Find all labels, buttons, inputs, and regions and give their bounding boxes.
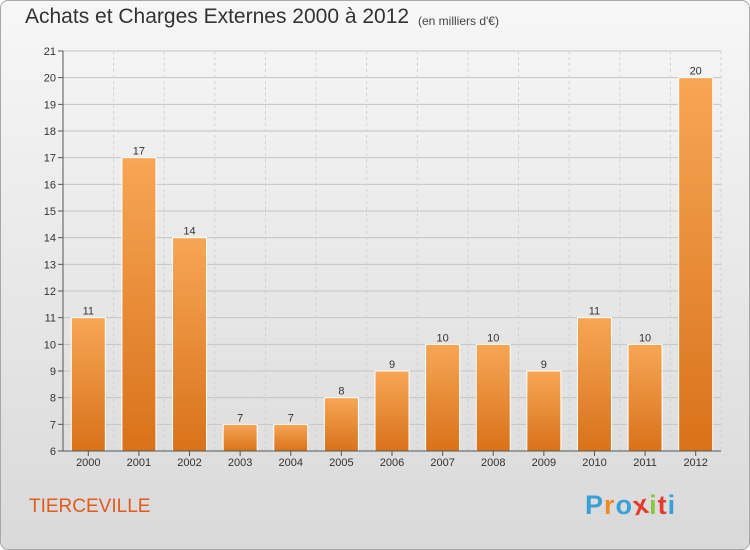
bar xyxy=(172,237,208,452)
y-tick-label: 6 xyxy=(50,446,56,458)
bar xyxy=(627,343,663,452)
logo-letter: P xyxy=(585,490,605,520)
y-tick-label: 17 xyxy=(44,153,56,165)
y-tick-label: 21 xyxy=(44,46,56,58)
bar xyxy=(273,423,309,452)
y-tick-label: 14 xyxy=(44,233,56,245)
bar xyxy=(374,370,410,452)
x-tick-label: 2002 xyxy=(177,457,201,469)
bar xyxy=(222,423,258,452)
bar-value-label: 8 xyxy=(338,386,344,398)
labels: 6 7 8 9 10 11 12 13 14 15 16 17 18 19 20 21 11 2000 17 2001… xyxy=(44,46,708,469)
bar xyxy=(576,317,612,452)
x-tick-label: 2008 xyxy=(481,457,505,469)
y-tick-label: 12 xyxy=(44,286,56,298)
bar-value-label: 9 xyxy=(389,359,395,371)
logo-letter: o xyxy=(615,490,634,520)
chart-subtitle: (en milliers d'€) xyxy=(418,14,499,28)
bar-value-label: 11 xyxy=(83,306,94,318)
x-tick-label: 2004 xyxy=(279,457,303,469)
logo-letter: t xyxy=(657,490,668,520)
x-tick-label: 2005 xyxy=(329,457,353,469)
y-tick-label: 18 xyxy=(44,126,56,138)
x-tick-label: 2007 xyxy=(430,457,454,469)
logo-letter: r xyxy=(604,490,616,520)
x-tick-label: 2012 xyxy=(683,457,707,469)
bar-value-label: 7 xyxy=(237,412,243,424)
chart-title: Achats et Charges Externes 2000 à 2012 xyxy=(25,5,410,28)
bars xyxy=(70,77,714,452)
bar-value-label: 11 xyxy=(589,306,600,318)
y-tick-label: 13 xyxy=(44,259,56,271)
y-tick-label: 7 xyxy=(50,419,56,431)
x-tick-label: 2001 xyxy=(127,457,151,469)
town-name: TIERCEVILLE xyxy=(29,496,151,517)
bar xyxy=(425,343,461,452)
bar xyxy=(526,370,562,452)
y-tick-label: 10 xyxy=(44,339,56,351)
y-tick-label: 9 xyxy=(50,366,56,378)
bar-value-label: 17 xyxy=(133,146,145,158)
y-tick-label: 8 xyxy=(50,393,56,405)
x-tick-label: 2009 xyxy=(532,457,556,469)
logo-letter: i xyxy=(649,490,658,520)
logo-letter: i xyxy=(667,490,677,520)
bar-value-label: 20 xyxy=(690,66,702,78)
y-tick-label: 11 xyxy=(45,313,56,325)
bar xyxy=(323,397,359,452)
bar-value-label: 9 xyxy=(541,359,547,371)
x-tick-label: 2006 xyxy=(380,457,404,469)
bar-value-label: 14 xyxy=(183,226,195,238)
proxiti-logo[interactable]: Proxiti xyxy=(585,489,677,522)
bar xyxy=(70,317,106,452)
y-tick-label: 19 xyxy=(44,99,56,111)
x-tick-label: 2000 xyxy=(76,457,100,469)
bar xyxy=(678,77,714,452)
y-tick-label: 15 xyxy=(44,206,56,218)
bar xyxy=(121,157,157,452)
bar-value-label: 7 xyxy=(288,412,294,424)
x-tick-label: 2011 xyxy=(633,457,657,469)
bar-value-label: 10 xyxy=(487,332,499,344)
y-tick-label: 16 xyxy=(44,179,56,191)
x-tick-label: 2003 xyxy=(228,457,252,469)
bar-value-label: 10 xyxy=(639,332,651,344)
y-tick-label: 20 xyxy=(44,73,56,85)
bar xyxy=(475,343,511,452)
axes xyxy=(58,50,721,456)
bar-value-label: 10 xyxy=(436,332,448,344)
x-tick-label: 2010 xyxy=(582,457,606,469)
